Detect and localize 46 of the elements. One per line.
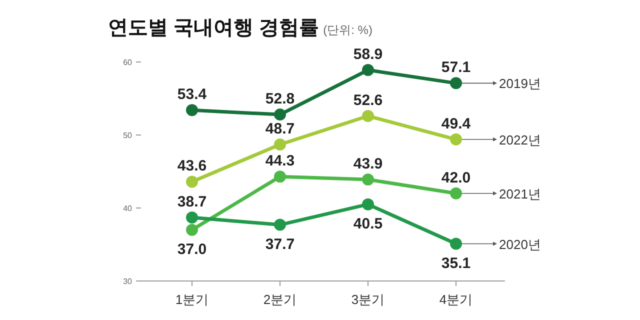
text: 2021년 bbox=[499, 186, 541, 202]
point bbox=[362, 198, 374, 210]
data-label: 37.7 bbox=[265, 236, 295, 253]
data-label: 37.0 bbox=[177, 240, 207, 258]
point bbox=[186, 176, 198, 188]
y-tick-label: 60 bbox=[123, 58, 133, 67]
point bbox=[362, 64, 374, 76]
data-label: 40.5 bbox=[353, 215, 383, 232]
data-label: 42.0 bbox=[441, 169, 471, 186]
point bbox=[186, 104, 198, 116]
chart-title: 연도별 국내여행 경험률 bbox=[108, 17, 320, 39]
point bbox=[362, 174, 374, 186]
data-label: 44.3 bbox=[265, 152, 295, 170]
data-label: 48.7 bbox=[265, 120, 295, 138]
y-tick-label: 30 bbox=[123, 277, 133, 286]
point bbox=[274, 138, 286, 150]
point bbox=[450, 133, 462, 146]
text: 2019년 bbox=[499, 76, 541, 92]
point bbox=[450, 238, 462, 250]
point bbox=[186, 224, 198, 236]
data-label: 38.7 bbox=[177, 193, 207, 210]
data-label: 52.8 bbox=[265, 90, 295, 108]
data-label: 53.4 bbox=[177, 86, 208, 104]
x-tick-label: 3분기 bbox=[351, 292, 385, 307]
data-label: 35.1 bbox=[441, 254, 471, 272]
data-label: 43.6 bbox=[177, 158, 207, 175]
y-tick-label: 50 bbox=[123, 131, 133, 140]
point bbox=[274, 218, 286, 231]
y-tick-label: 40 bbox=[123, 204, 133, 213]
point bbox=[274, 108, 286, 121]
chart-subtitle: (단위: %) bbox=[323, 23, 372, 37]
text: 2020년 bbox=[499, 236, 541, 252]
x-tick-label: 2분기 bbox=[263, 292, 297, 307]
point bbox=[274, 170, 286, 183]
data-label: 43.9 bbox=[353, 156, 383, 173]
point bbox=[450, 187, 462, 200]
x-tick-label: 4분기 bbox=[439, 292, 473, 307]
x-tick-label: 1분기 bbox=[175, 292, 209, 307]
text: 2022년 bbox=[499, 132, 541, 148]
point bbox=[362, 110, 374, 122]
point bbox=[450, 77, 462, 90]
data-label: 58.9 bbox=[353, 46, 383, 64]
data-label: 49.4 bbox=[441, 115, 472, 132]
point bbox=[186, 211, 198, 224]
data-label: 52.6 bbox=[353, 92, 383, 110]
data-label: 57.1 bbox=[441, 59, 471, 76]
